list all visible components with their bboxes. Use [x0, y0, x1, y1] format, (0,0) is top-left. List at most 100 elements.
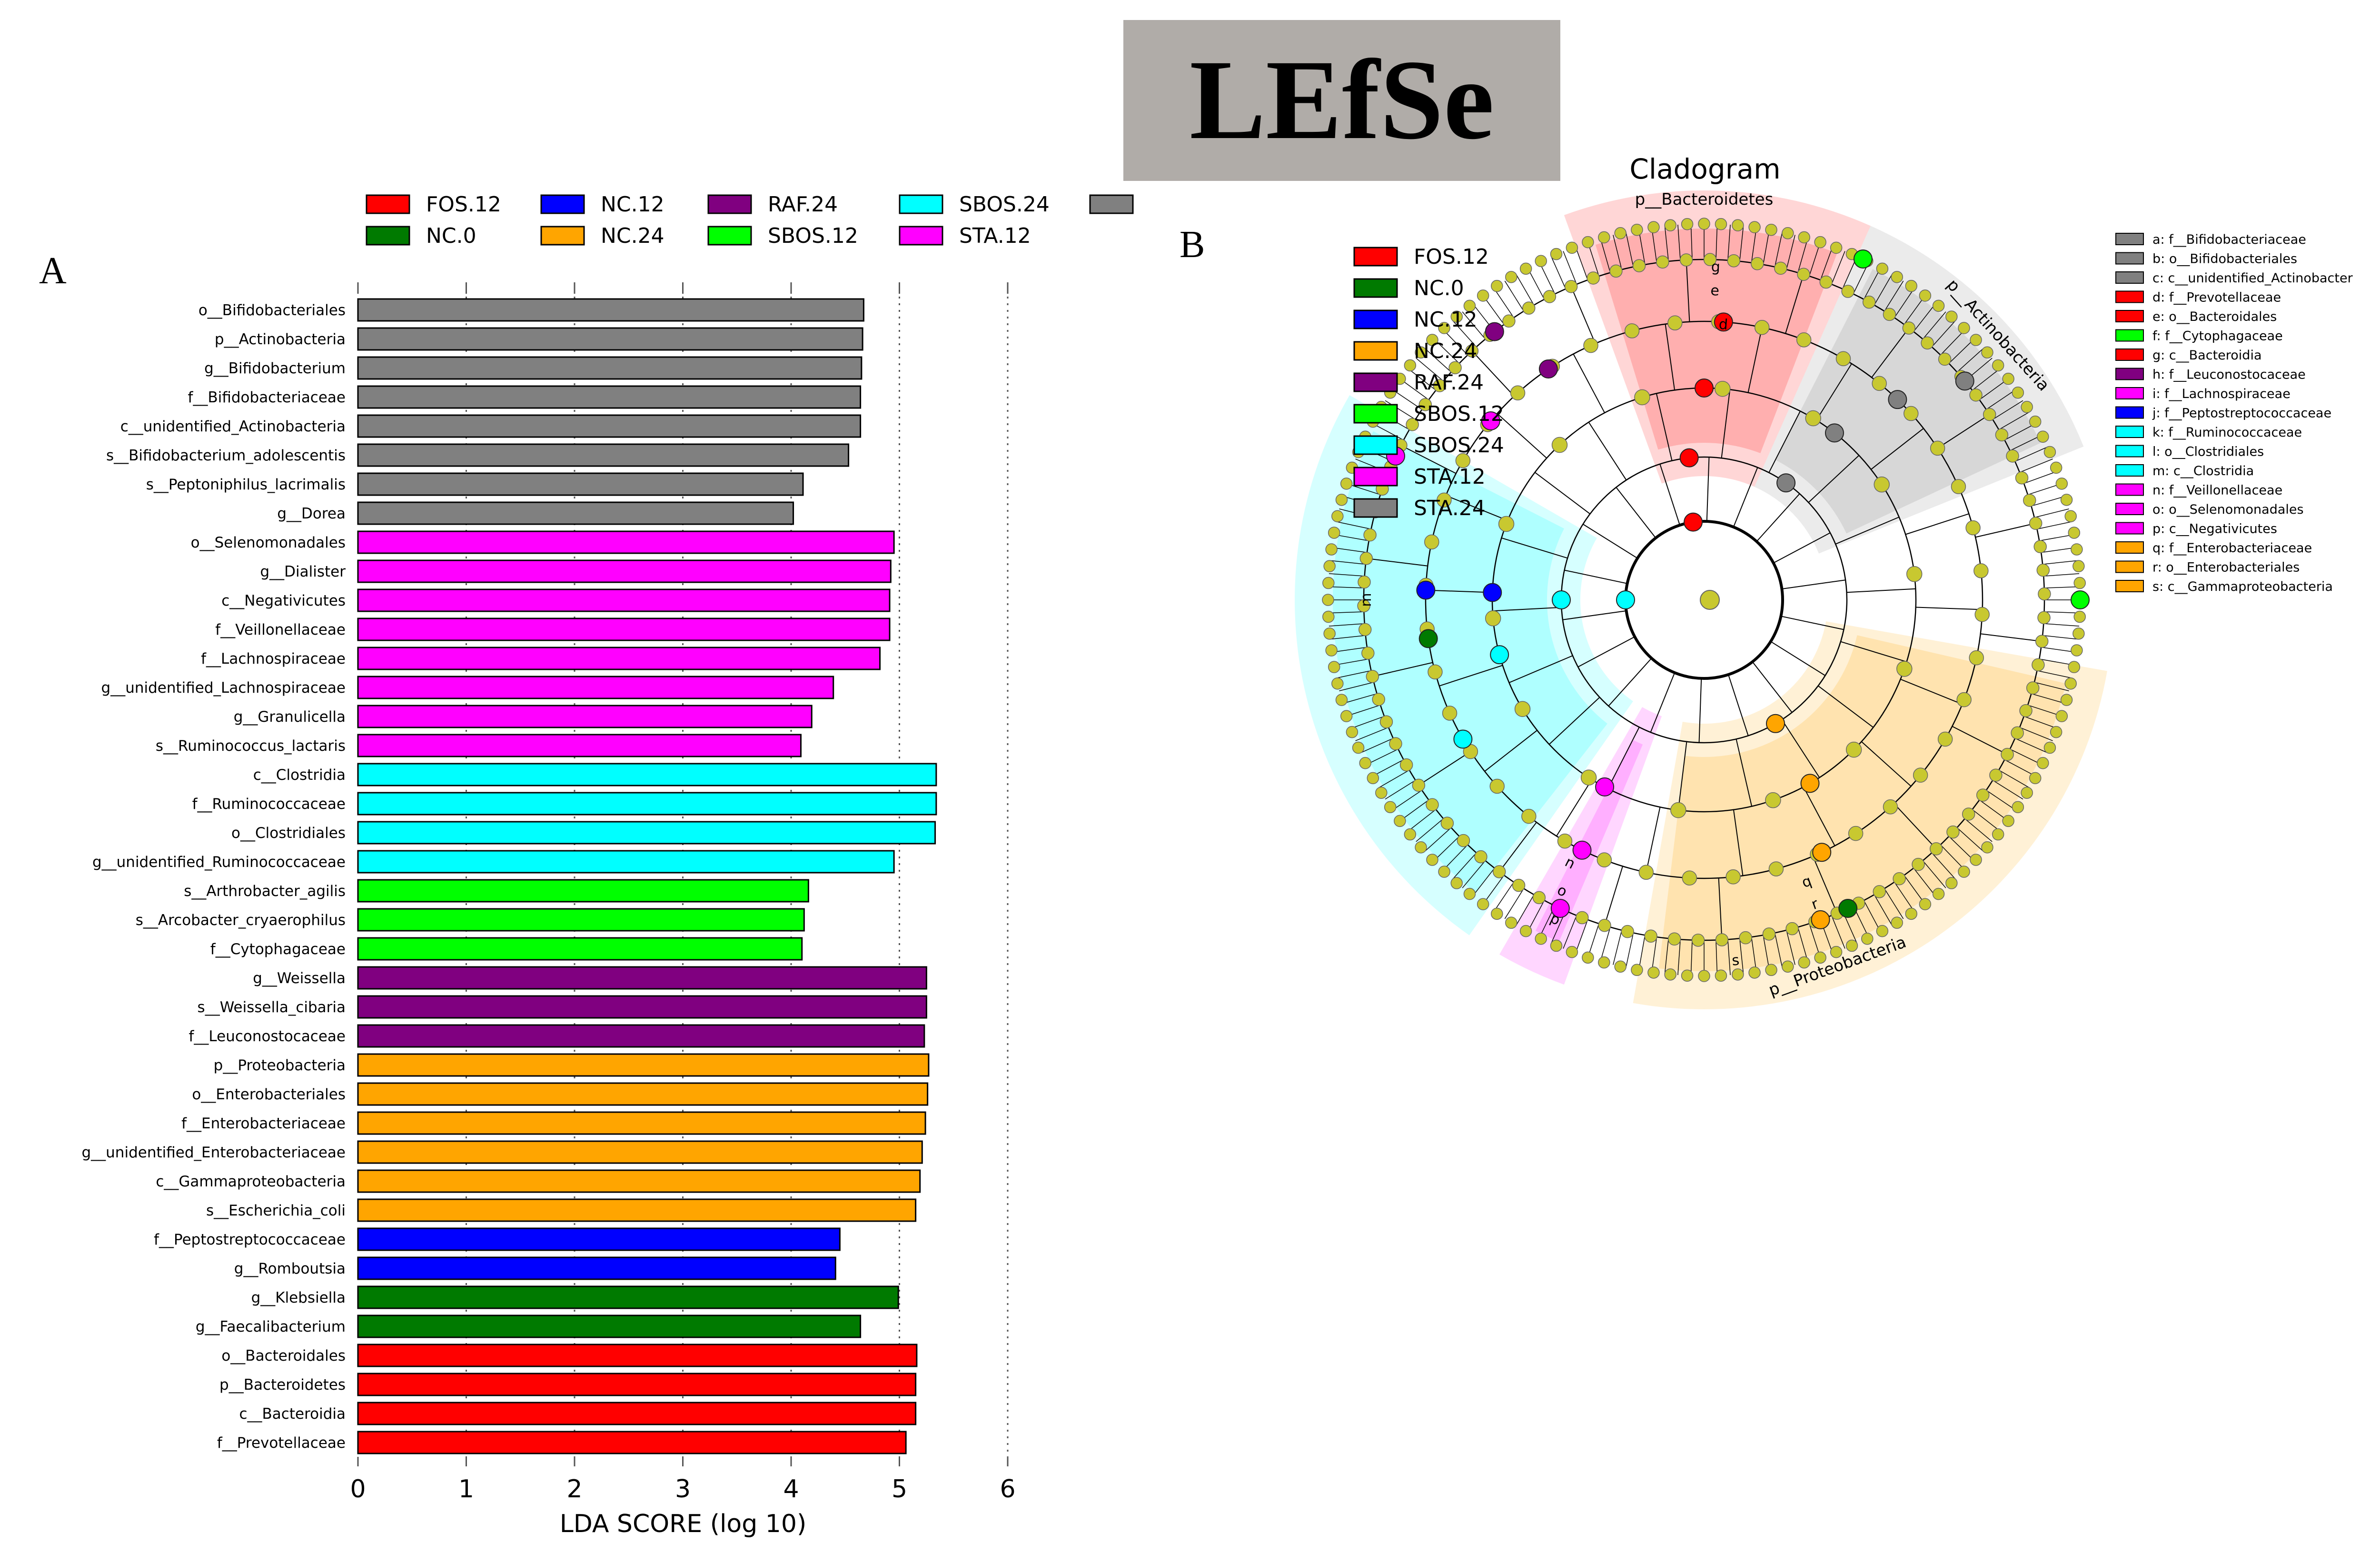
tree-node: [1450, 877, 1463, 889]
tree-node: [2012, 387, 2024, 399]
tree-node: [1981, 346, 1993, 358]
tree-leaf-branch: [1820, 246, 1833, 280]
tree-leaf-branch: [1516, 894, 1535, 926]
tree-leaf-branch: [2023, 471, 2058, 484]
tree-leaf-branch: [1333, 658, 1369, 666]
tree-node: [1489, 778, 1505, 794]
lda-bar: [357, 676, 834, 699]
tree-branch: [1366, 558, 1428, 567]
tree-leaf-branch: [1372, 423, 1404, 440]
tree-leaf-branch: [1727, 939, 1731, 976]
tree-branch: [1659, 464, 1680, 526]
key-swatch: [2115, 560, 2144, 573]
tree-node: [1751, 257, 1764, 270]
tree-leaf-branch: [1328, 586, 1364, 588]
tree-node: [1328, 661, 1340, 673]
tree-node: [1715, 933, 1729, 946]
tree-node: [1748, 221, 1761, 233]
highlighted-node: [1418, 629, 1438, 648]
tree-node: [1325, 644, 1338, 657]
lda-bar-label: g__Romboutsia: [234, 1260, 346, 1277]
lda-bar-label: s__Bifidobacterium_adolescentis: [106, 447, 346, 464]
tree-node: [1448, 361, 1462, 375]
tree-leaf-branch: [1690, 940, 1693, 976]
tree-node: [2064, 677, 2077, 690]
tree-node: [1331, 677, 1344, 690]
highlighted-node: [1812, 843, 1832, 862]
tree-node: [1819, 275, 1833, 289]
tree-node: [1893, 872, 1906, 886]
cladogram-legend-label: SBOS.24: [1414, 433, 1504, 458]
tree-node: [1322, 610, 1335, 623]
tree-node: [2073, 577, 2086, 589]
tree-node: [1485, 610, 1501, 627]
clade-sector-inner: [1535, 740, 1643, 942]
tree-node: [1412, 778, 1426, 792]
lda-bar: [357, 1431, 907, 1454]
tree-node: [1798, 231, 1810, 244]
tree-leaf-branch: [1493, 882, 1514, 912]
tree-leaf-branch: [1563, 915, 1577, 949]
tree-branch: [1773, 532, 1831, 564]
tree-node: [1919, 898, 1932, 910]
lda-bar-label: o__Bifidobacteriales: [198, 302, 346, 319]
tree-node: [1564, 280, 1578, 293]
key-swatch: [2115, 271, 2144, 284]
lda-bar: [357, 617, 891, 641]
cladogram-key: a: f__Bifidobacteriaceae b: o__Bifidobact…: [2115, 232, 2353, 594]
tree-leaf-branch: [1986, 790, 2016, 811]
legend-swatch: [540, 226, 585, 246]
lda-bar: [357, 501, 794, 525]
legend-swatch: [1089, 194, 1134, 214]
tree-node: [1992, 828, 2004, 841]
tree-node: [2021, 786, 2033, 799]
tree-node: [1848, 826, 1864, 841]
key-label: j: f__Peptostreptococcaceae: [2152, 406, 2331, 421]
cladogram-legend-swatch: [1353, 278, 1398, 298]
tree-node: [1634, 389, 1650, 406]
tree-leaf-branch: [2010, 748, 2043, 765]
tree-leaf-branch: [1331, 547, 1368, 553]
tree-branch: [1975, 523, 2036, 538]
tree-node: [1424, 534, 1439, 550]
lda-bar: [357, 821, 936, 845]
tree-node: [1328, 527, 1340, 539]
tree-branch: [1733, 467, 1758, 528]
key-swatch: [2115, 387, 2144, 399]
tree-node: [1514, 701, 1531, 717]
key-swatch: [2115, 348, 2144, 361]
tree-node: [1814, 236, 1826, 249]
tree-branch: [1372, 662, 1433, 677]
legend-label: NC.12: [601, 192, 664, 217]
tree-branch: [1608, 657, 1652, 707]
legend-swatch: [899, 194, 943, 214]
tree-node: [2023, 494, 2036, 507]
lda-bar-labels: o__Bifidobacteriales p__Actinobacteria g__…: [81, 302, 346, 1452]
lda-bar: [357, 1373, 917, 1396]
tree-node: [1830, 946, 1843, 958]
tree-node: [1874, 476, 1890, 493]
lda-bar-label: g__Bifidobacterium: [204, 360, 346, 377]
tick-label: 1: [458, 1475, 474, 1503]
tree-node: [1970, 854, 1982, 866]
lda-bar-label: f__Lachnospiraceae: [201, 650, 346, 667]
figure-title: LEfSe: [1190, 36, 1494, 163]
tree-node: [1989, 768, 2003, 782]
sector-label: e: [1710, 282, 1720, 299]
tree-leaf-branch: [1336, 670, 1371, 678]
tree-node: [1322, 577, 1335, 589]
key-label: a: f__Bifidobacteriaceae: [2152, 232, 2306, 247]
tree-node: [1976, 788, 1990, 802]
tree-node: [1739, 931, 1752, 945]
tree-leaf-branch: [1677, 224, 1681, 260]
tree-node: [1576, 911, 1589, 925]
tree-node: [1492, 865, 1506, 878]
tree-leaf-branch: [2019, 727, 2053, 741]
tree-node: [1335, 494, 1348, 506]
tree-leaf-branch: [2014, 738, 2048, 754]
tree-node: [1765, 792, 1781, 808]
key-swatch: [2115, 522, 2144, 535]
tree-branch: [1501, 537, 1568, 559]
tree-node: [1566, 241, 1578, 254]
tree-leaf-branch: [1986, 389, 2016, 410]
